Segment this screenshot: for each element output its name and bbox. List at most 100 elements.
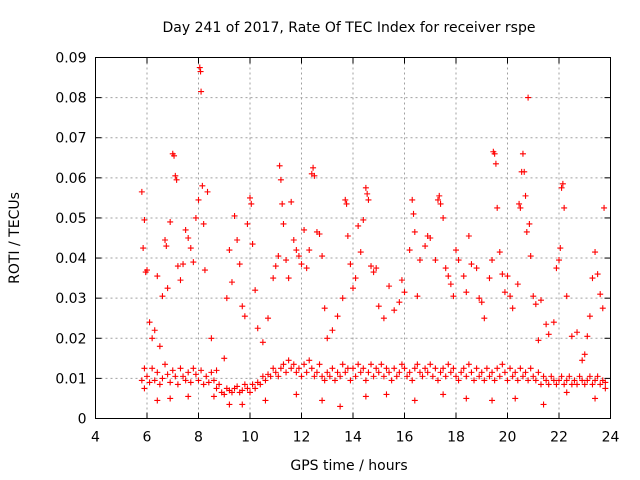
data-point: [568, 333, 575, 340]
data-point: [514, 377, 521, 384]
data-point: [465, 361, 472, 368]
x-tick-label: 14: [344, 430, 362, 446]
data-point: [350, 285, 356, 292]
data-point: [319, 397, 326, 404]
data-point: [259, 339, 266, 346]
data-point: [267, 373, 274, 380]
data-point: [440, 214, 447, 221]
data-point: [185, 369, 192, 376]
data-point: [173, 176, 180, 183]
data-point: [406, 247, 413, 254]
data-point: [277, 176, 284, 183]
data-point: [362, 393, 369, 400]
data-point: [141, 365, 148, 372]
data-point: [398, 361, 405, 368]
x-tick-label: 24: [602, 430, 620, 446]
data-point: [344, 365, 351, 372]
data-point: [386, 369, 393, 376]
data-point: [586, 313, 593, 320]
data-point: [409, 377, 416, 384]
data-point: [391, 365, 398, 372]
data-point: [355, 222, 362, 229]
data-point: [422, 243, 429, 250]
y-tick-label: 0: [78, 412, 87, 428]
data-point: [360, 216, 367, 223]
data-point: [228, 389, 235, 396]
data-point: [396, 369, 403, 376]
data-point: [262, 397, 269, 404]
data-point: [514, 281, 521, 288]
data-point: [396, 299, 403, 306]
data-point: [270, 365, 277, 372]
data-point: [162, 237, 169, 244]
data-point: [491, 377, 498, 384]
data-point: [532, 377, 539, 384]
data-point: [210, 393, 217, 400]
data-point: [375, 303, 382, 310]
data-point: [478, 369, 485, 376]
data-point: [483, 365, 490, 372]
grid-lines: [95, 57, 611, 419]
data-point: [373, 365, 380, 372]
data-point: [234, 237, 241, 244]
data-point: [154, 369, 161, 376]
data-point: [556, 377, 562, 384]
data-point: [247, 194, 253, 201]
data-point: [437, 369, 444, 376]
data-point: [298, 261, 305, 268]
data-point: [355, 361, 362, 368]
data-point: [592, 395, 599, 402]
data-point: [553, 265, 560, 272]
data-point: [174, 263, 181, 270]
data-point: [347, 377, 354, 384]
data-point: [574, 329, 581, 336]
data-point: [519, 150, 526, 157]
data-point: [442, 373, 449, 380]
data-point: [276, 162, 283, 169]
x-tick-label: 10: [241, 430, 259, 446]
data-point: [429, 373, 436, 380]
data-point: [414, 293, 421, 300]
data-point: [195, 196, 202, 203]
data-point: [527, 365, 534, 372]
x-tick-label: 6: [143, 430, 152, 446]
data-point: [343, 200, 350, 207]
data-point: [203, 373, 210, 380]
data-point: [303, 369, 310, 376]
data-point: [393, 373, 400, 380]
data-point: [201, 267, 208, 274]
data-point: [357, 249, 364, 256]
data-point: [473, 365, 480, 372]
data-point: [241, 313, 248, 320]
data-point: [404, 373, 411, 380]
data-point: [167, 395, 174, 402]
data-point: [563, 389, 570, 396]
data-point: [489, 369, 496, 376]
data-point: [471, 377, 478, 384]
data-point: [180, 261, 187, 268]
data-point: [535, 337, 542, 344]
data-point: [252, 287, 259, 294]
data-point: [548, 373, 555, 380]
data-point: [187, 245, 194, 252]
data-point: [275, 253, 282, 260]
data-point: [468, 261, 475, 268]
data-point: [334, 313, 341, 320]
data-point: [543, 377, 550, 384]
data-point: [319, 253, 326, 260]
data-point: [594, 271, 601, 278]
data-point: [249, 241, 256, 248]
data-point: [458, 369, 465, 376]
data-point: [167, 218, 174, 225]
data-point: [141, 385, 148, 392]
data-point: [540, 401, 547, 408]
data-point: [244, 220, 251, 227]
data-point: [522, 192, 529, 199]
y-tick-label: 0.09: [55, 51, 86, 67]
data-point: [213, 385, 220, 392]
data-point: [364, 190, 371, 197]
data-point: [144, 267, 150, 274]
data-point: [375, 369, 382, 376]
data-point: [197, 68, 204, 75]
